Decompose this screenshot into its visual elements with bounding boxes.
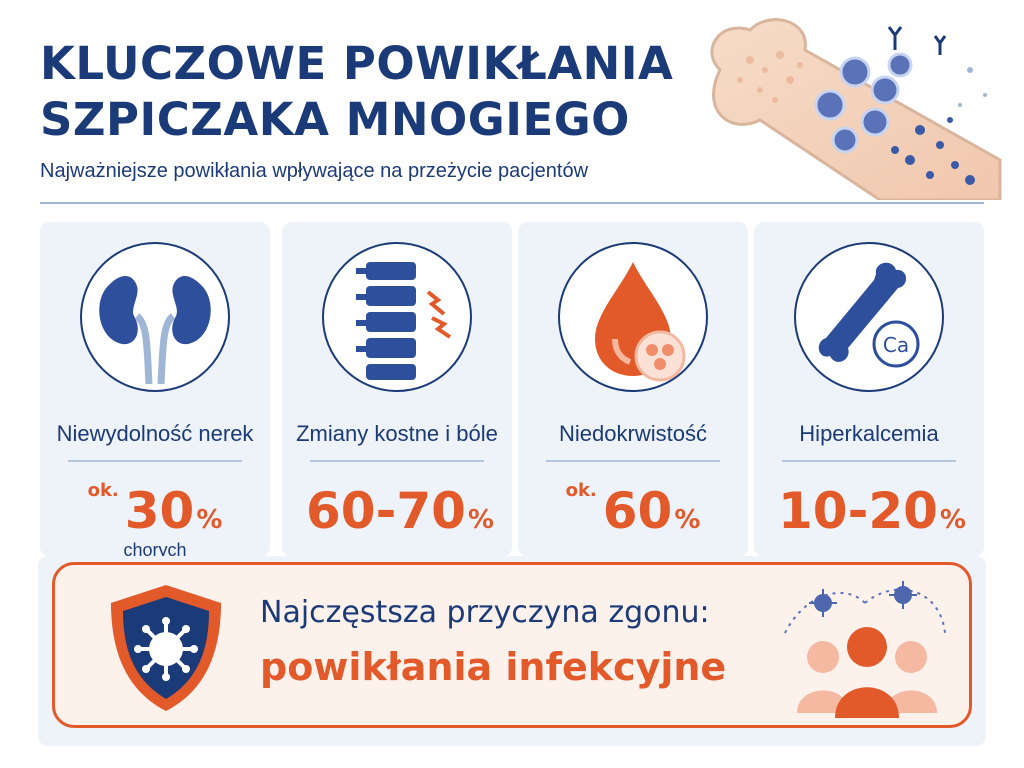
- stat-card-hypercalcemia: Ca Hiperkalcemia 10-20 %: [754, 222, 984, 557]
- stat-card-anemia: Niedokrwistość ok. 60 %: [518, 222, 748, 557]
- card-label: Hiperkalcemia: [799, 421, 939, 446]
- calcium-symbol: Ca: [883, 333, 909, 357]
- header-divider: [40, 202, 984, 204]
- people-infection-icon: [784, 581, 946, 718]
- stat-card-kidneys: Niewydolność nerek ok. 30 % chorych: [40, 222, 270, 560]
- bone-marrow-illustration: [710, 18, 1002, 200]
- spine-icon: [356, 262, 452, 380]
- bone-calcium-icon: Ca: [818, 262, 920, 368]
- banner-heading: Najczęstsza przyczyna zgonu:: [260, 595, 710, 630]
- card-stat: 60-70 %: [306, 482, 494, 540]
- card-stat: 10-20 %: [778, 482, 966, 540]
- card-label: Niedokrwistość: [559, 421, 707, 446]
- stat-card-bones: Zmiany kostne i bóle 60-70 %: [282, 222, 512, 557]
- card-stat: ok. 30 %: [87, 480, 223, 540]
- blood-drop-icon: [595, 262, 686, 382]
- card-note: chorych: [123, 540, 187, 560]
- banner-highlight: powikłania infekcyjne: [260, 645, 727, 689]
- infection-banner: Najczęstsza przyczyna zgonu: powikłania …: [52, 562, 972, 728]
- page-title: KLUCZOWE POWIKŁANIA SZPICZAKA MNOGIEGO: [40, 37, 674, 146]
- card-stat: ok. 60 %: [565, 480, 701, 540]
- card-label: Zmiany kostne i bóle: [296, 421, 498, 446]
- card-label: Niewydolność nerek: [56, 421, 254, 446]
- shield-virus-icon: [111, 585, 221, 711]
- page-subtitle: Najważniejsze powikłania wpływające na p…: [40, 160, 589, 182]
- kidneys-icon: [99, 276, 211, 385]
